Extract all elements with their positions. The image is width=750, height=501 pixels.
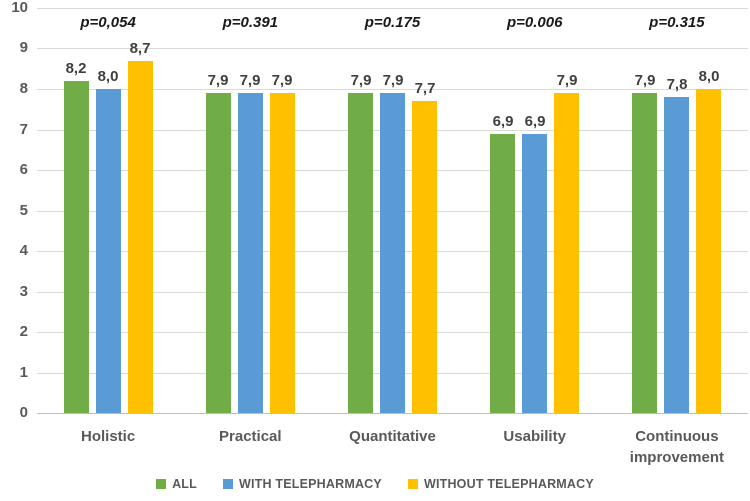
bar-value-label: 7,9: [634, 72, 656, 89]
gridline: [37, 8, 748, 9]
bar-value-label: 7,9: [207, 72, 229, 89]
bar-quantitative-without-telepharmacy: [412, 101, 437, 413]
bar-value-label: 7,9: [271, 72, 293, 89]
legend-swatch-icon: [222, 479, 233, 489]
bar-value-label: 8,0: [698, 68, 720, 85]
y-axis-tick-label: 2: [19, 323, 28, 340]
bar-practical-with-telepharmacy: [238, 93, 263, 413]
y-axis-tick-label: 10: [11, 0, 28, 16]
category-label: Quantitative: [349, 428, 436, 445]
p-value-label: p=0,054: [80, 14, 136, 31]
bar-holistic-all: [64, 81, 89, 413]
bar-value-label: 7,9: [382, 72, 404, 89]
category-label: Continuous improvement: [629, 428, 724, 466]
legend-label: ALL: [172, 477, 197, 491]
bar-continuous-all: [632, 93, 657, 413]
chart-legend: ALL WITH TELEPHARMACY WITHOUT TELEPHARMACY: [0, 477, 750, 491]
y-axis-tick-label: 6: [19, 161, 28, 178]
bar-continuous-without-telepharmacy: [696, 89, 721, 413]
p-value-label: p=0.006: [506, 14, 563, 31]
bar-value-label: 7,7: [414, 80, 436, 97]
bar-usability-without-telepharmacy: [554, 93, 579, 413]
bar-usability-with-telepharmacy: [522, 134, 547, 413]
legend-swatch-icon: [407, 479, 418, 489]
legend-swatch-icon: [156, 479, 167, 489]
category-label: Usability: [503, 428, 566, 445]
p-value-label: p=0.175: [364, 14, 421, 31]
legend-item-all: ALL: [156, 477, 197, 491]
x-axis-line: [37, 413, 748, 414]
p-value-label: p=0.391: [222, 14, 279, 31]
bar-value-label: 8,7: [129, 40, 151, 57]
category-label: Practical: [219, 428, 282, 445]
legend-item-with-telepharmacy: WITH TELEPHARMACY: [222, 477, 382, 491]
y-axis-tick-label: 8: [19, 80, 28, 97]
legend-item-without-telepharmacy: WITHOUT TELEPHARMACY: [407, 477, 594, 491]
y-axis-tick-label: 3: [19, 283, 28, 300]
bar-quantitative-all: [348, 93, 373, 413]
legend-label: WITH TELEPHARMACY: [238, 477, 382, 491]
bar-value-label: 7,9: [350, 72, 372, 89]
bar-value-label: 7,9: [556, 72, 578, 89]
y-axis-tick-label: 5: [19, 202, 28, 219]
bar-value-label: 8,0: [97, 68, 119, 85]
legend-label: WITHOUT TELEPHARMACY: [423, 477, 594, 491]
y-axis-tick-label: 9: [19, 39, 28, 56]
bar-value-label: 6,9: [524, 113, 546, 130]
bar-value-label: 6,9: [492, 113, 514, 130]
p-value-label: p=0.315: [649, 14, 705, 31]
bar-usability-all: [490, 134, 515, 413]
bar-value-label: 7,8: [666, 76, 688, 93]
bar-holistic-with-telepharmacy: [96, 89, 121, 413]
bar-practical-without-telepharmacy: [270, 93, 295, 413]
bar-holistic-without-telepharmacy: [128, 61, 153, 413]
bar-practical-all: [206, 93, 231, 413]
y-axis-tick-label: 4: [19, 242, 28, 259]
category-label: Holistic: [81, 428, 136, 445]
y-axis-tick-label: 1: [19, 364, 28, 381]
bar-value-label: 7,9: [239, 72, 261, 89]
y-axis-tick-label: 0: [19, 404, 28, 421]
bar-quantitative-with-telepharmacy: [380, 93, 405, 413]
y-axis-tick-label: 7: [19, 121, 28, 138]
gridline: [37, 48, 748, 49]
bar-continuous-with-telepharmacy: [664, 97, 689, 413]
gridline: [37, 89, 748, 90]
bar-value-label: 8,2: [65, 60, 87, 77]
